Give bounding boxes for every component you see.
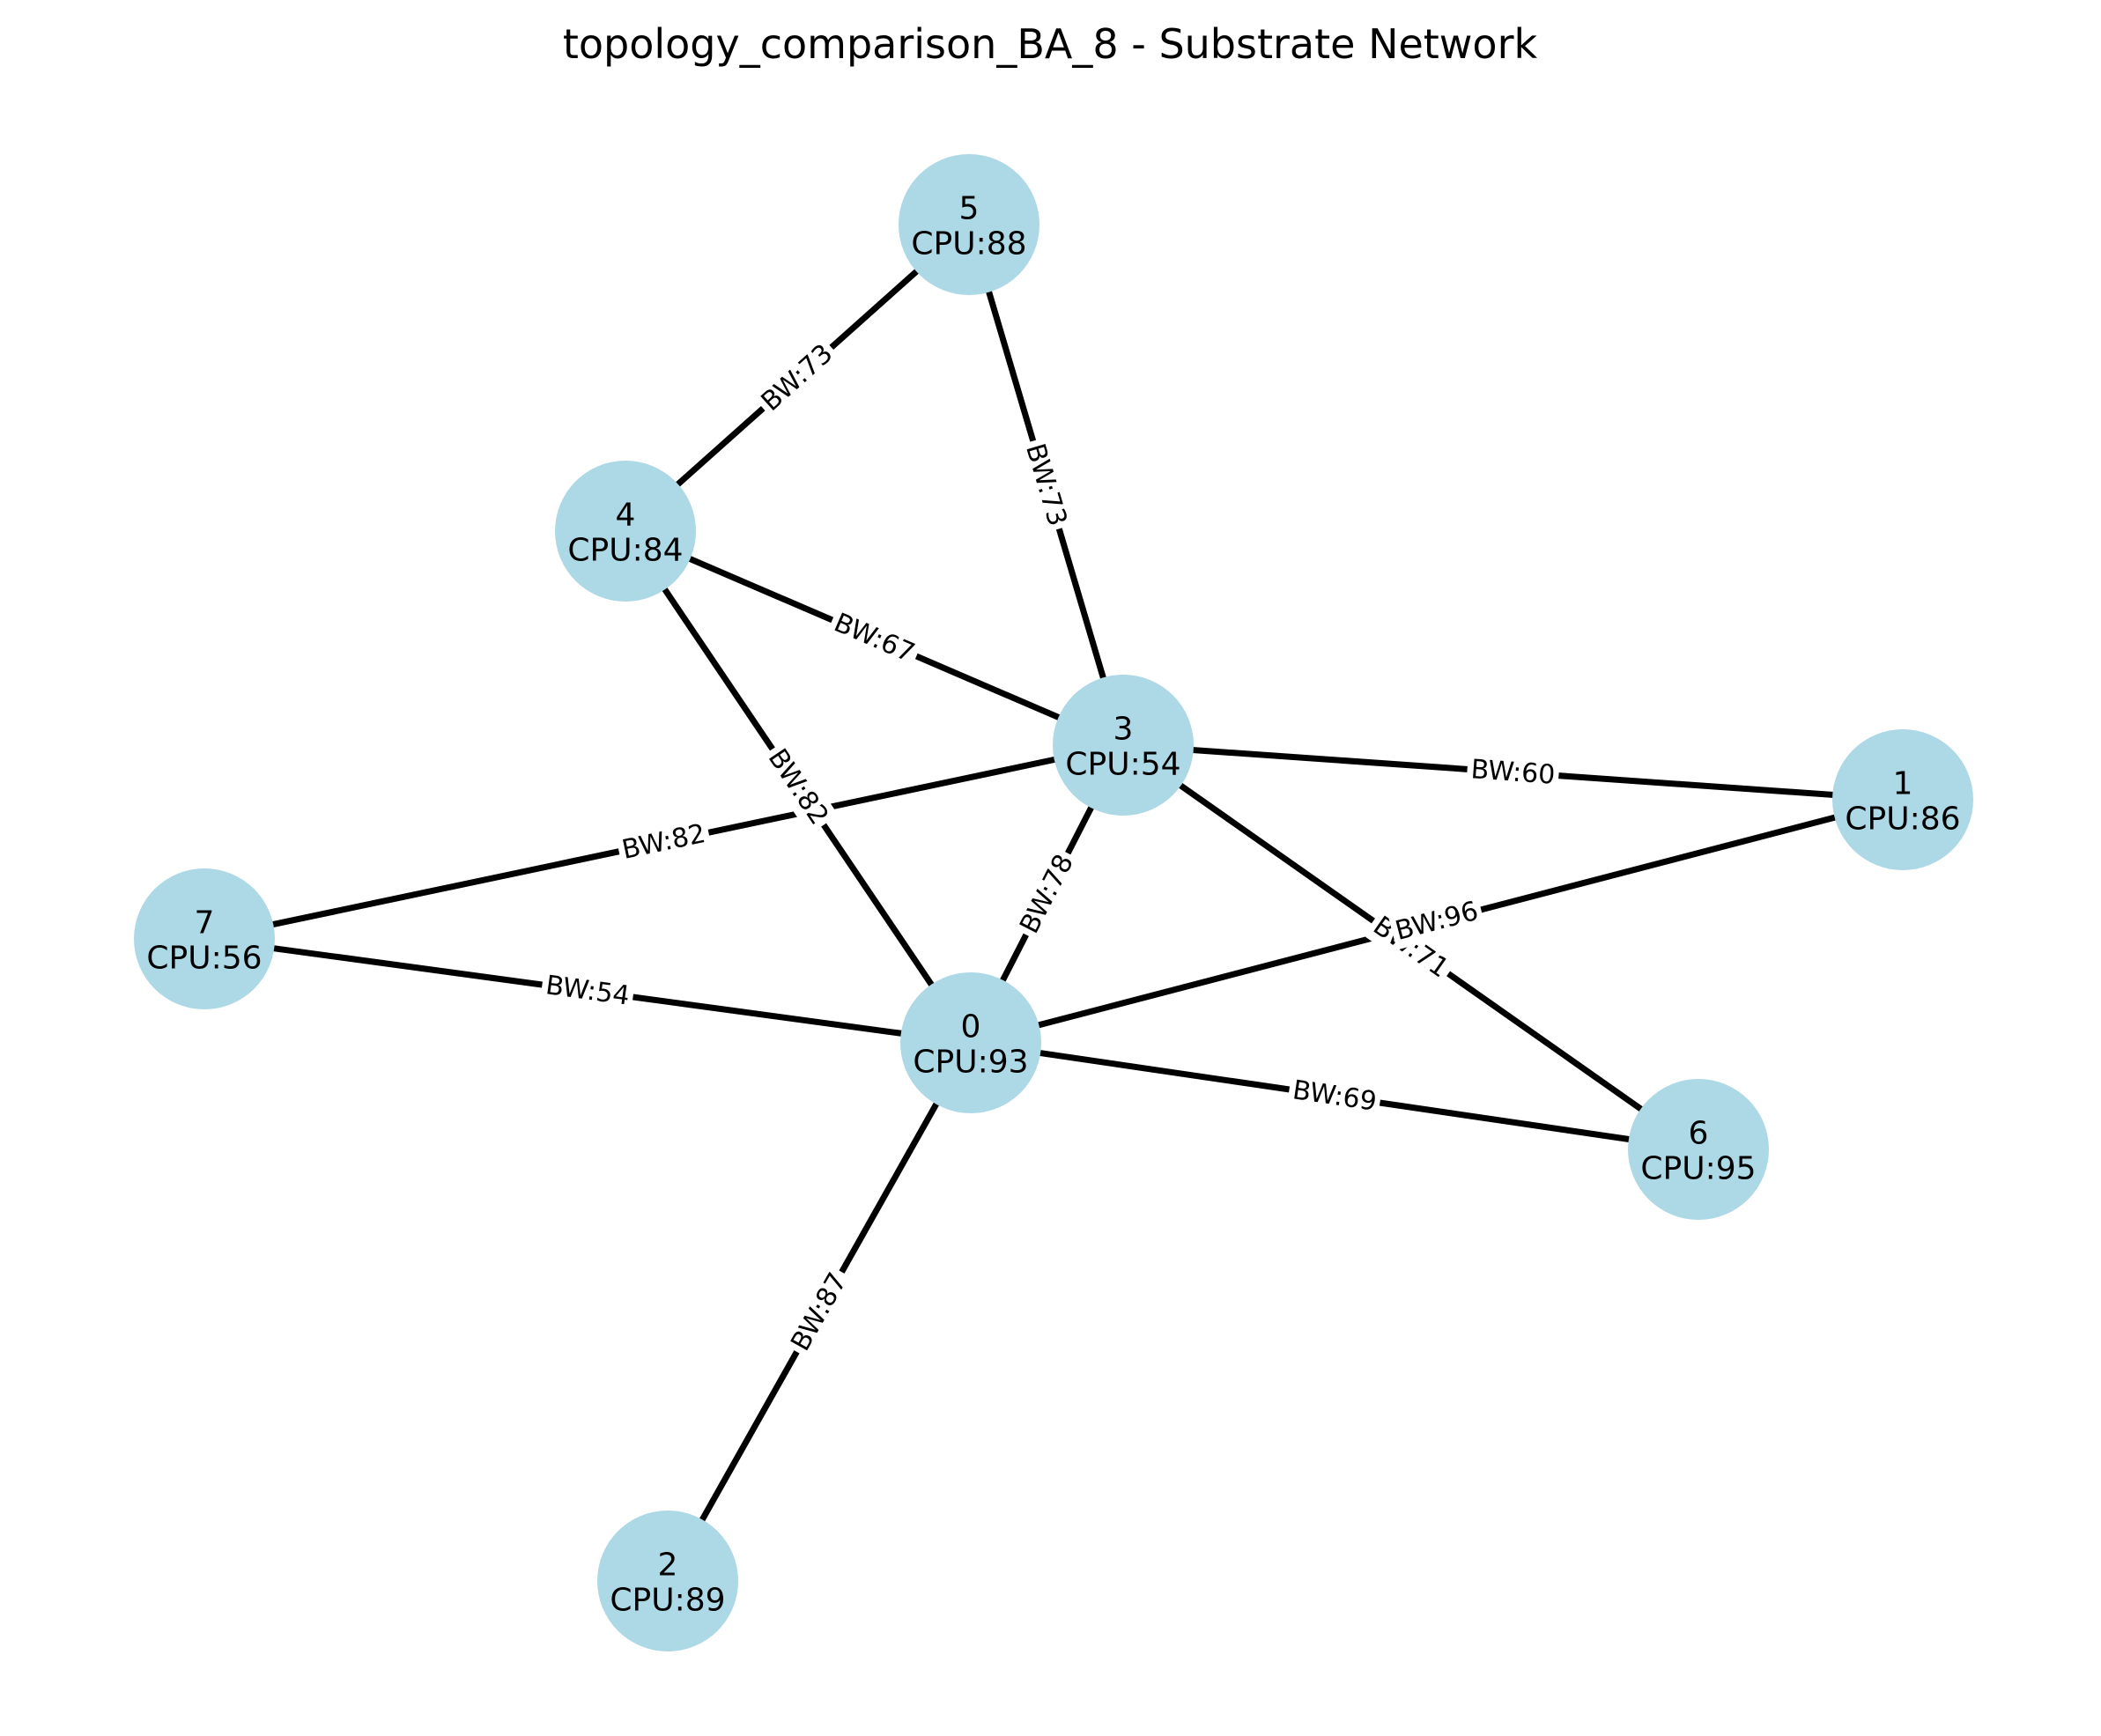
edge-label-background — [826, 604, 922, 672]
node-cpu-label: CPU:93 — [913, 1045, 1028, 1081]
edge-label-text: BW:69 — [1291, 1075, 1379, 1118]
edge-label-text: BW:60 — [1470, 754, 1557, 791]
edge-label-background — [1017, 436, 1076, 534]
edge-label-0-1: BW:96 — [1388, 893, 1485, 949]
edge-label-text: BW:73 — [1019, 440, 1073, 530]
edge-label-background — [1466, 751, 1560, 794]
node-id-label: 3 — [1113, 712, 1134, 748]
node-cpu-label: CPU:84 — [567, 533, 683, 569]
edge-label-background — [758, 740, 838, 834]
node-id-label: 4 — [616, 498, 636, 534]
node-id-label: 5 — [959, 191, 980, 227]
edge-label-background — [752, 336, 842, 420]
node-cpu-label: CPU:89 — [610, 1583, 725, 1619]
edge-label-5-3: BW:73 — [1017, 436, 1076, 534]
edge-label-text: BW:54 — [544, 970, 632, 1012]
node-id-label: 0 — [961, 1009, 981, 1045]
node-circle — [597, 1511, 738, 1651]
edge-label-3-0: BW:78 — [1011, 846, 1083, 942]
edge-label-background — [616, 816, 712, 868]
node-circle — [900, 972, 1041, 1113]
node-id-label: 6 — [1689, 1116, 1709, 1152]
node-circle — [899, 154, 1039, 295]
node-cpu-label: CPU:54 — [1065, 747, 1180, 783]
edge-labels-layer: BW:73BW:73BW:67BW:82BW:82BW:60BW:78BW:71… — [540, 336, 1560, 1360]
edge-label-text: BW:73 — [756, 338, 840, 417]
node-id-label: 7 — [195, 905, 215, 942]
edge-label-text: BW:67 — [830, 608, 920, 669]
edge-label-3-7: BW:82 — [616, 816, 712, 868]
edge-label-0-2: BW:87 — [782, 1264, 856, 1360]
node-cpu-label: CPU:56 — [146, 941, 262, 977]
node-circle — [134, 868, 275, 1009]
node-circle — [555, 461, 696, 602]
edge-label-0-7: BW:54 — [540, 967, 635, 1015]
edge-label-0-6: BW:69 — [1287, 1072, 1382, 1120]
edge-label-4-3: BW:67 — [826, 604, 922, 672]
edge-label-background — [1365, 907, 1457, 987]
node-circle — [1628, 1079, 1769, 1220]
edge-label-text: BW:78 — [1014, 849, 1080, 938]
edge-label-5-4: BW:73 — [752, 336, 842, 420]
edge-label-background — [782, 1264, 856, 1360]
node-id-label: 2 — [658, 1548, 678, 1584]
diagram-title: topology_comparison_BA_8 - Substrate Net… — [563, 20, 1538, 68]
node-cpu-label: CPU:95 — [1640, 1151, 1756, 1187]
edge-label-background — [1287, 1072, 1382, 1120]
edge-label-background — [1011, 846, 1083, 942]
edge-label-background — [540, 967, 635, 1015]
edge-label-3-1: BW:60 — [1466, 751, 1560, 794]
node-cpu-label: CPU:86 — [1845, 802, 1960, 838]
nodes-layer: 0CPU:931CPU:862CPU:893CPU:544CPU:845CPU:… — [134, 154, 1973, 1651]
node-circle — [1053, 675, 1194, 816]
node-cpu-label: CPU:88 — [911, 226, 1026, 262]
node-id-label: 1 — [1893, 766, 1913, 802]
edge-label-text: BW:87 — [785, 1267, 853, 1356]
node-circle — [1832, 729, 1973, 870]
edge-label-background — [1388, 893, 1485, 949]
